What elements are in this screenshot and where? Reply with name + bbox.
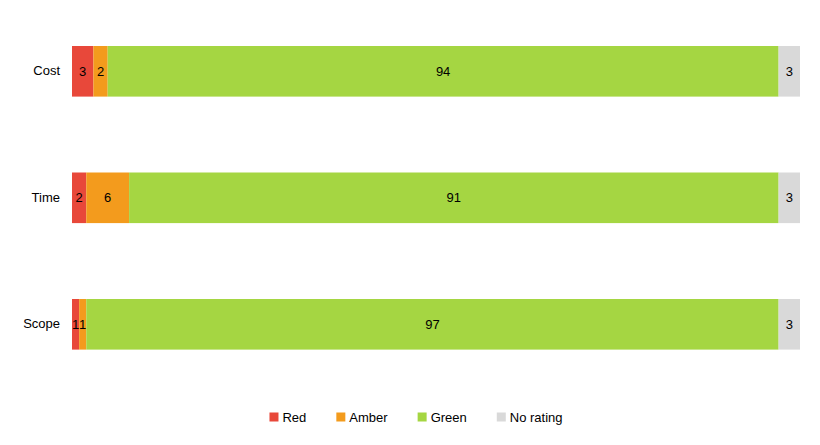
- data-label: 3: [786, 317, 793, 332]
- tick: Time: [32, 190, 72, 205]
- legend-label: Red: [282, 410, 306, 425]
- bar-segment: [72, 46, 93, 97]
- legend-label: Green: [431, 410, 467, 425]
- data-label: 94: [436, 64, 450, 79]
- legend-swatch: [336, 413, 345, 422]
- data-label: 3: [786, 190, 793, 205]
- data-label: 91: [447, 190, 461, 205]
- data-labels: 321261949197333: [72, 64, 793, 332]
- tick-label: Scope: [23, 316, 60, 331]
- legend-item: Amber: [336, 410, 388, 425]
- bar-segment: [779, 46, 800, 97]
- legend-label: Amber: [349, 410, 388, 425]
- chart: 321261949197333CostTimeScopeRedAmberGree…: [0, 0, 820, 445]
- legend-swatch: [269, 413, 278, 422]
- bar-segment: [129, 173, 778, 224]
- bar-segment: [72, 299, 79, 350]
- axis-line: [72, 34, 73, 363]
- legend-item: Green: [418, 410, 467, 425]
- category-axis: Cost Time Scope: [23, 34, 72, 363]
- bar-segment: [108, 46, 779, 97]
- legend-swatch: [497, 413, 506, 422]
- legend-label: No rating: [510, 410, 563, 425]
- bars: [72, 46, 800, 350]
- legend-swatch: [418, 413, 427, 422]
- data-label: 2: [76, 190, 83, 205]
- bar-segment: [86, 173, 129, 224]
- data-label: 2: [97, 64, 104, 79]
- data-label: 97: [425, 317, 439, 332]
- bar-segment: [79, 299, 86, 350]
- legend: Red Amber Green No rating: [269, 410, 562, 425]
- data-label: 1: [79, 317, 86, 332]
- data-label: 6: [104, 190, 111, 205]
- legend-item: Red: [269, 410, 306, 425]
- data-label: 3: [786, 64, 793, 79]
- tick-label: Cost: [33, 63, 60, 78]
- bar-segment: [72, 173, 86, 224]
- bar-segment: [86, 299, 778, 350]
- tick: Cost: [33, 63, 72, 78]
- bar-segment: [93, 46, 107, 97]
- bar-segment: [779, 173, 800, 224]
- tick: Scope: [23, 316, 72, 331]
- legend-item: No rating: [497, 410, 563, 425]
- bar-segment: [779, 299, 800, 350]
- tick-label: Time: [32, 190, 60, 205]
- data-label: 3: [79, 64, 86, 79]
